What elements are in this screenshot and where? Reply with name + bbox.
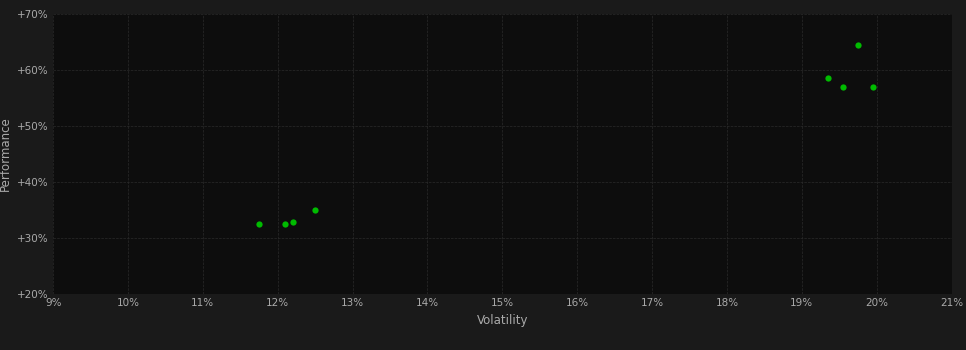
Point (850, 42, 866, 48)
X-axis label: Volatility: Volatility (476, 314, 528, 327)
Point (307, 207, 323, 213)
Point (866, 84, 881, 90)
Point (277, 221, 293, 227)
Y-axis label: Performance: Performance (0, 117, 12, 191)
Point (285, 219, 300, 225)
Point (836, 84, 851, 90)
Point (251, 221, 267, 227)
Point (820, 76, 836, 81)
